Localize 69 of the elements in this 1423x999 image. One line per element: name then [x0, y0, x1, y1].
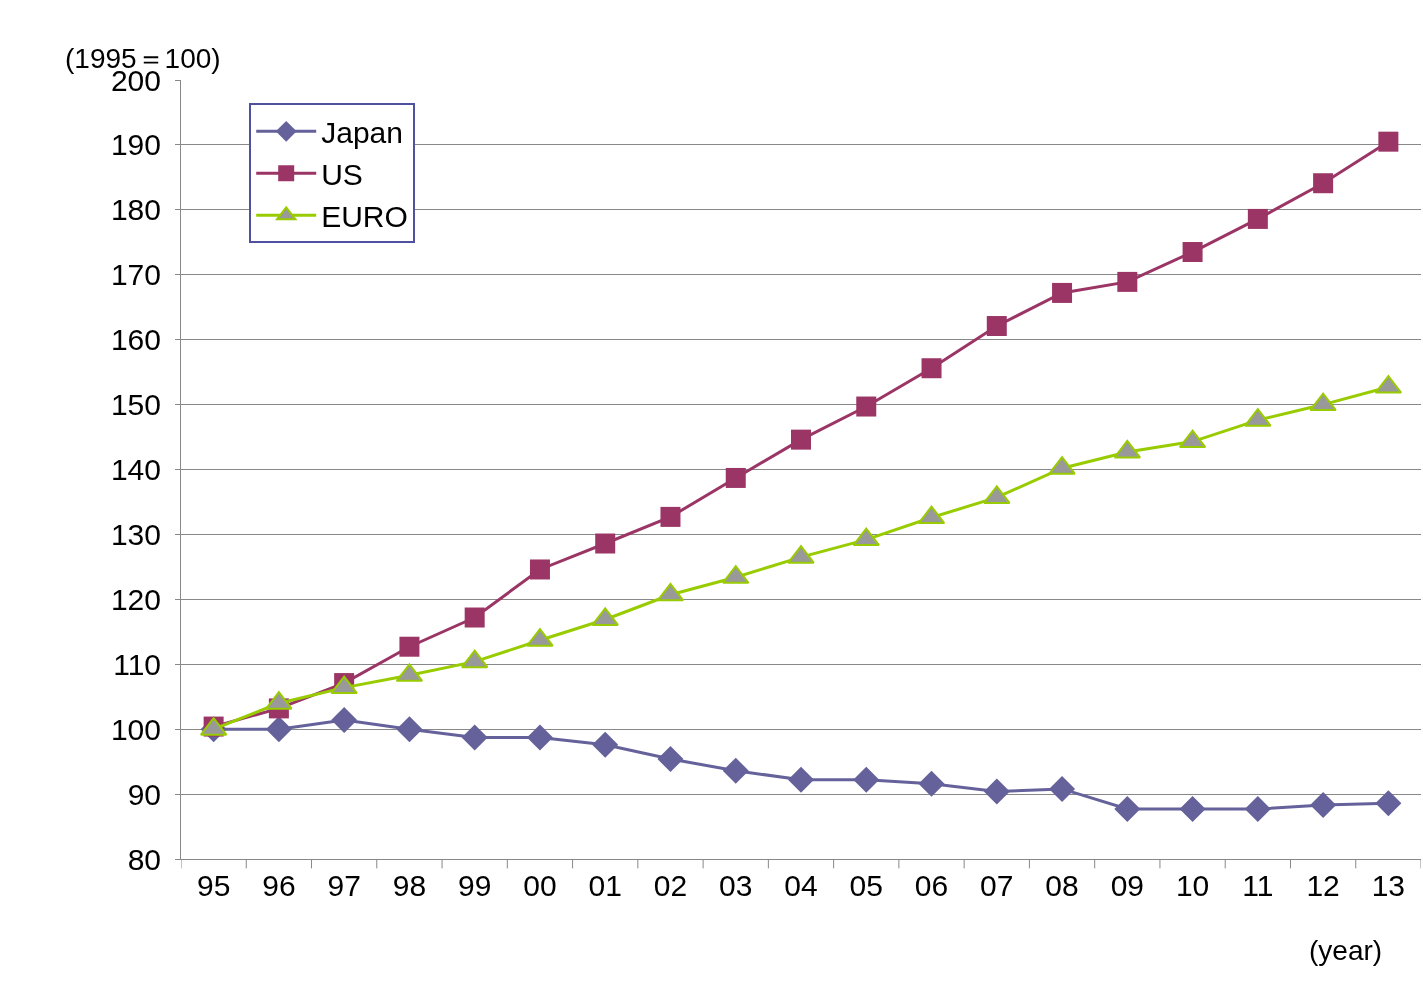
legend-label: Japan — [321, 116, 403, 150]
x-tick-label: 09 — [1110, 869, 1145, 902]
point — [1179, 796, 1206, 823]
point — [660, 506, 681, 527]
point — [592, 731, 619, 758]
point — [1378, 131, 1399, 152]
point — [396, 716, 423, 743]
point — [464, 607, 485, 628]
point — [529, 559, 550, 580]
y-tick-label: 170 — [110, 258, 161, 292]
point — [526, 724, 553, 751]
point — [853, 766, 880, 793]
point — [595, 533, 616, 554]
point — [1313, 173, 1334, 194]
y-tick-label: 80 — [127, 842, 161, 876]
point — [1117, 271, 1138, 292]
point — [788, 766, 814, 793]
point — [921, 358, 942, 379]
x-tick-label: 00 — [523, 869, 557, 902]
point — [1375, 790, 1402, 817]
x-tick-label: 98 — [392, 869, 427, 902]
y-tick-label: 120 — [110, 582, 161, 616]
x-tick-label: 99 — [457, 869, 492, 902]
point — [265, 716, 292, 743]
point — [1182, 242, 1203, 263]
x-tick-label: 08 — [1045, 869, 1079, 902]
y-tick-label: 90 — [127, 777, 161, 811]
point — [1052, 282, 1073, 303]
point — [1114, 796, 1141, 823]
point — [1244, 796, 1271, 823]
legend-label: US — [321, 158, 363, 192]
x-tick-label: 02 — [653, 869, 688, 902]
point — [722, 757, 749, 784]
point — [1247, 208, 1268, 229]
x-tick-label: 96 — [262, 869, 296, 902]
point — [725, 467, 746, 488]
y-tick-label: 190 — [110, 128, 161, 162]
x-tick-label: 13 — [1371, 869, 1406, 902]
point — [399, 636, 420, 657]
x-tick-label: 12 — [1306, 869, 1340, 902]
point — [918, 770, 945, 797]
y-tick-label: 100 — [110, 712, 161, 746]
point — [1310, 792, 1337, 819]
x-tick-label: 10 — [1175, 869, 1210, 902]
point — [657, 746, 684, 773]
point — [1049, 775, 1076, 802]
x-axis-title: (year) — [1309, 935, 1383, 966]
point — [331, 707, 358, 734]
x-tick-label: 11 — [1242, 869, 1274, 902]
x-tick-label: 04 — [784, 869, 818, 902]
y-tick-label: 130 — [110, 517, 161, 551]
y-tick-label: 160 — [110, 323, 161, 357]
x-tick-label: 03 — [719, 869, 753, 902]
y-tick-label: 140 — [110, 453, 161, 486]
y-tick-label: 180 — [110, 193, 161, 227]
point — [461, 724, 488, 751]
point — [983, 778, 1010, 805]
x-tick-label: 95 — [196, 869, 231, 902]
x-tick-label: 05 — [849, 869, 883, 902]
x-tick-label: 07 — [980, 869, 1014, 902]
point — [986, 316, 1007, 337]
point — [856, 396, 877, 417]
y-tick-label: 150 — [110, 388, 161, 422]
legend-label: EURO — [321, 200, 408, 234]
x-tick-label: 01 — [588, 869, 622, 902]
x-tick-label: 97 — [327, 869, 361, 902]
x-tick-label: 06 — [914, 869, 949, 902]
point — [791, 429, 811, 450]
y-tick-label: 110 — [113, 647, 161, 681]
